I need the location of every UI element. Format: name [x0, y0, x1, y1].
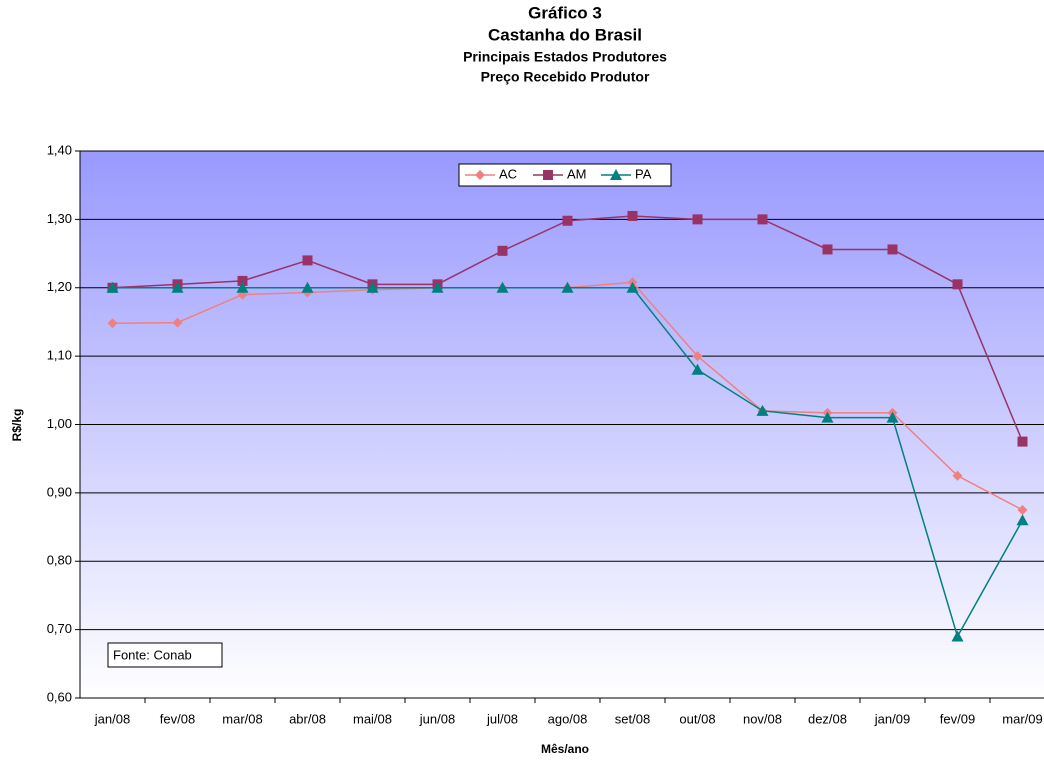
marker [756, 404, 769, 416]
marker [757, 214, 768, 225]
x-tick-label: jan/08 [94, 711, 130, 726]
marker [691, 363, 704, 375]
y-tick-label: 1,40 [47, 142, 72, 157]
marker [821, 411, 834, 423]
marker [1017, 504, 1028, 515]
x-tick-label: set/08 [615, 711, 650, 726]
marker [626, 281, 639, 293]
y-tick-label: 1,10 [47, 348, 72, 363]
x-tick-label: fev/09 [940, 711, 975, 726]
marker [822, 244, 833, 255]
x-tick-label: mar/09 [1002, 711, 1042, 726]
marker [475, 170, 485, 180]
chart-subtitle: Preço Recebido Produtor [481, 69, 650, 85]
marker [627, 210, 638, 221]
chart-title: Castanha do Brasil [488, 25, 642, 44]
marker [106, 281, 119, 293]
marker [543, 170, 553, 180]
y-tick-label: 0,80 [47, 553, 72, 568]
marker [497, 245, 508, 256]
x-tick-label: ago/08 [548, 711, 588, 726]
chart-subtitle: Principais Estados Produtores [463, 49, 667, 65]
marker [952, 470, 963, 481]
y-tick-label: 1,20 [47, 279, 72, 294]
x-tick-label: jan/09 [874, 711, 910, 726]
x-tick-label: dez/08 [808, 711, 847, 726]
y-tick-label: 0,60 [47, 689, 72, 704]
marker [237, 275, 248, 286]
annotation: Fonte: Conab [113, 647, 192, 662]
marker [610, 169, 622, 180]
marker [366, 281, 379, 293]
legend-label: PA [635, 166, 652, 181]
marker [1017, 436, 1028, 447]
marker [562, 215, 573, 226]
marker [692, 351, 703, 362]
marker [107, 318, 118, 329]
x-tick-label: nov/08 [743, 711, 782, 726]
x-tick-label: mai/08 [353, 711, 392, 726]
x-tick-label: abr/08 [289, 711, 326, 726]
y-axis-label: R$/kg [10, 409, 24, 442]
annotation-box [107, 642, 223, 668]
x-tick-label: jul/08 [486, 711, 518, 726]
x-tick-label: jun/08 [419, 711, 455, 726]
x-tick-label: fev/08 [160, 711, 195, 726]
chart-title: Gráfico 3 [528, 3, 602, 22]
marker [236, 281, 249, 293]
y-tick-label: 0,70 [47, 621, 72, 636]
marker [561, 281, 574, 293]
marker [952, 279, 963, 290]
x-tick-label: mar/08 [222, 711, 262, 726]
y-tick-label: 0,90 [47, 484, 72, 499]
legend-box [458, 163, 672, 187]
marker [301, 281, 314, 293]
marker [1016, 514, 1029, 526]
x-tick-label: out/08 [679, 711, 715, 726]
marker [692, 214, 703, 225]
marker [172, 317, 183, 328]
legend-label: AM [567, 166, 587, 181]
marker [951, 630, 964, 642]
y-tick-label: 1,30 [47, 211, 72, 226]
marker [887, 244, 898, 255]
marker [496, 281, 509, 293]
marker [886, 411, 899, 423]
marker [171, 281, 184, 293]
marker [302, 255, 313, 266]
legend-label: AC [499, 166, 517, 181]
x-axis-label: Mês/ano [541, 742, 589, 756]
marker [431, 281, 444, 293]
y-tick-label: 1,00 [47, 416, 72, 431]
